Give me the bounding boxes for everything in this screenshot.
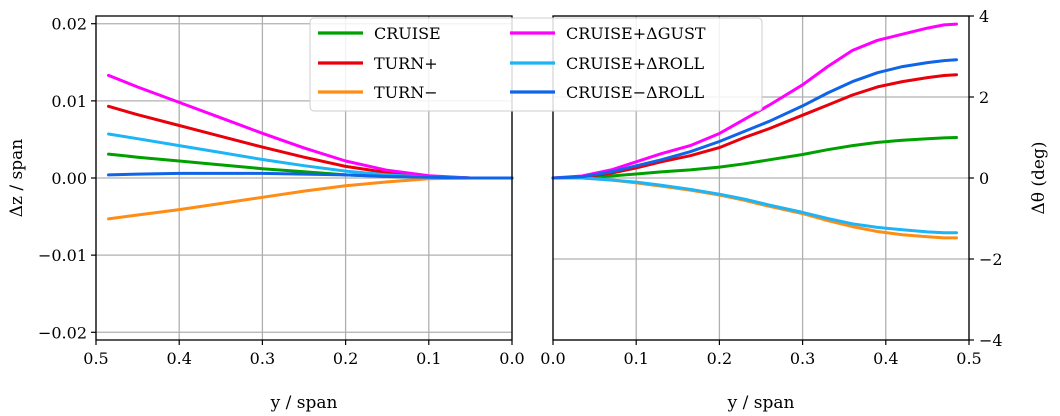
left-xlabel: y / span bbox=[270, 393, 338, 413]
right-series-line-4 bbox=[551, 176, 958, 235]
left-series-line-5 bbox=[107, 171, 514, 180]
right-xtick-label: 0.2 bbox=[707, 349, 732, 368]
left-lines bbox=[107, 73, 514, 221]
right-ylabel: Δθ (deg) bbox=[1029, 141, 1049, 214]
legend-label-1: TURN+ bbox=[374, 54, 438, 73]
right-series-line-3 bbox=[551, 22, 958, 180]
right-series-line-5 bbox=[551, 58, 958, 180]
legend-label-0: CRUISE bbox=[374, 24, 441, 43]
right-lines bbox=[551, 22, 958, 240]
right-xtick-label: 0.1 bbox=[623, 349, 648, 368]
right-xtick-label: 0.3 bbox=[790, 349, 815, 368]
left-ytick-label: 0.01 bbox=[51, 92, 87, 111]
left-xtick-label: 0.4 bbox=[166, 349, 191, 368]
left-ytick-label: −0.01 bbox=[38, 246, 87, 265]
right-ticks: 0.0 0.1 0.2 0.3 0.4 0.5−4 −2 0 2 4 bbox=[540, 7, 1002, 368]
legend-items: CRUISE TURN+ TURN− CRUISE+ΔGUST CRUISE+ΔROLL… bbox=[318, 24, 706, 102]
left-ytick-label: 0.00 bbox=[51, 169, 87, 188]
right-xtick-label: 0.0 bbox=[540, 349, 565, 368]
legend-label-3: CRUISE+ΔGUST bbox=[566, 24, 706, 43]
right-xtick-label: 0.5 bbox=[956, 349, 981, 368]
right-ytick-label: −2 bbox=[979, 250, 1003, 269]
right-ytick-label: 0 bbox=[979, 169, 989, 188]
left-xtick-label: 0.0 bbox=[499, 349, 524, 368]
left-ytick-label: −0.02 bbox=[38, 323, 87, 342]
left-series-line-2 bbox=[107, 176, 514, 221]
right-xtick-label: 0.4 bbox=[873, 349, 898, 368]
legend-label-4: CRUISE+ΔROLL bbox=[566, 54, 704, 73]
left-ticks: 0.5 0.4 0.3 0.2 0.1 0.0 −0.02 −0.01 0.00 0.01 0.02 bbox=[38, 15, 525, 368]
right-ytick-label: 2 bbox=[979, 88, 989, 107]
right-series-line-0 bbox=[551, 136, 958, 180]
left-ylabel: Δz / span bbox=[7, 139, 27, 218]
legend-label-5: CRUISE−ΔROLL bbox=[566, 83, 704, 102]
right-series-line-1 bbox=[551, 73, 958, 180]
left-xtick-label: 0.2 bbox=[333, 349, 358, 368]
right-xlabel: y / span bbox=[727, 393, 795, 413]
left-ytick-label: 0.02 bbox=[51, 15, 87, 34]
legend-label-2: TURN− bbox=[374, 83, 438, 102]
right-ytick-label: −4 bbox=[979, 331, 1003, 350]
left-xtick-label: 0.3 bbox=[250, 349, 275, 368]
legend: CRUISE TURN+ TURN− CRUISE+ΔGUST CRUISE+ΔROLL… bbox=[309, 17, 763, 112]
right-ytick-label: 4 bbox=[979, 7, 989, 26]
left-xtick-label: 0.5 bbox=[83, 349, 108, 368]
left-xtick-label: 0.1 bbox=[416, 349, 441, 368]
